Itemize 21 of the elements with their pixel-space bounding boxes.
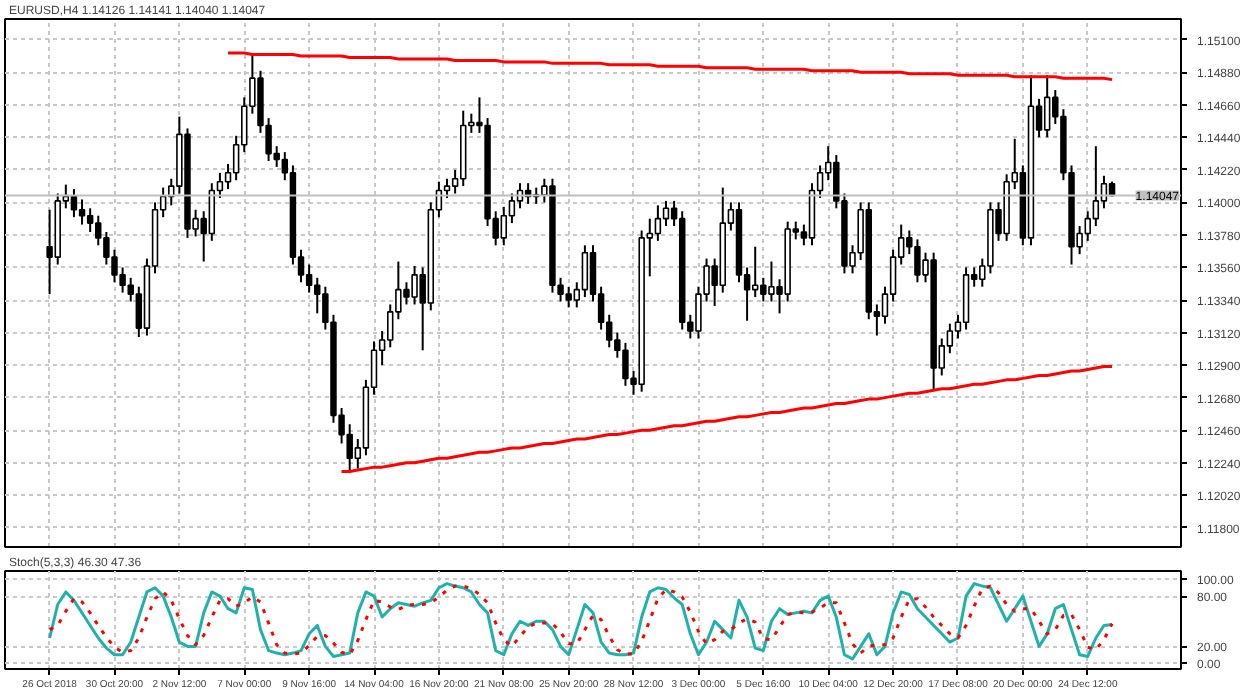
candlestick — [314, 276, 321, 315]
candlestick — [86, 207, 94, 233]
candlestick — [46, 208, 53, 296]
candlestick — [78, 198, 86, 226]
line-series — [226, 51, 1114, 82]
candlestick — [565, 285, 572, 309]
candlestick — [70, 188, 78, 219]
candlestick — [411, 264, 418, 306]
candlestick — [768, 260, 775, 303]
candlestick — [403, 281, 410, 306]
candlestick — [305, 263, 313, 294]
candlestick — [914, 238, 921, 284]
candlestick — [622, 341, 629, 387]
candlestick — [1092, 145, 1100, 228]
candlestick — [581, 244, 589, 299]
candlestick — [654, 204, 662, 242]
candlestick — [751, 245, 759, 299]
line-series — [340, 365, 1114, 474]
candlestick — [1043, 74, 1051, 139]
candlestick — [962, 266, 970, 331]
candlestick — [500, 205, 508, 247]
